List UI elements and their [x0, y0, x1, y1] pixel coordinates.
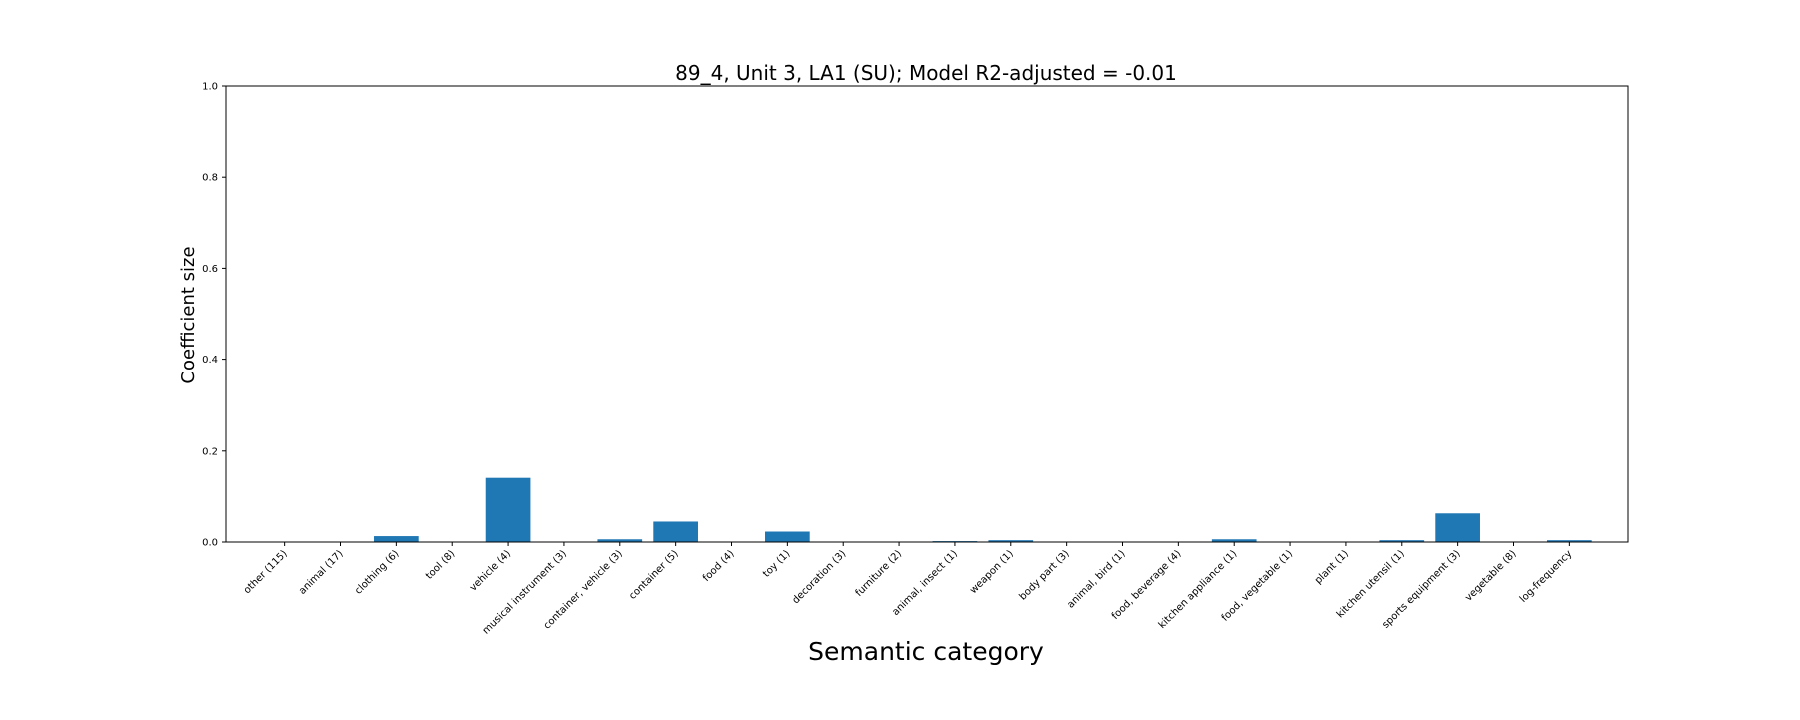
bar-20	[1379, 540, 1425, 542]
y-tick-label: 0.6	[202, 264, 218, 275]
y-tick-label: 0.2	[202, 446, 218, 457]
plot-area: 0.0 0.2 0.4 0.6 0.8 1.0 other (115) animal (17)…	[202, 82, 1629, 637]
x-tick-label: toy (1)	[761, 548, 792, 579]
x-tick-label: body part (3)	[1017, 548, 1071, 602]
bar-6	[597, 539, 643, 542]
y-tick-label: 0.4	[202, 355, 218, 366]
x-tick-label: furniture (2)	[854, 548, 905, 599]
x-tick-label: other (115)	[242, 548, 290, 596]
bar-9	[765, 531, 810, 542]
y-tick-label: 0.8	[202, 173, 218, 184]
x-tick-label: plant (1)	[1313, 548, 1351, 586]
x-tick-label: container (5)	[627, 548, 681, 602]
x-tick-label: decoration (3)	[790, 548, 848, 606]
x-tick-label: log-frequency	[1518, 548, 1575, 605]
x-tick-label: animal, bird (1)	[1065, 548, 1127, 610]
x-axis-label: Semantic category	[808, 637, 1044, 666]
x-tick-label: weapon (1)	[968, 548, 1016, 596]
chart-title: 89_4, Unit 3, LA1 (SU); Model R2-adjuste…	[675, 61, 1177, 85]
x-tick-label: vehicle (4)	[468, 548, 513, 593]
bar-21	[1435, 513, 1480, 542]
axes-frame	[225, 85, 1629, 543]
y-tick-label: 1.0	[202, 82, 218, 93]
x-tick-label: animal (17)	[297, 548, 346, 597]
y-tick-label: 0.0	[202, 538, 218, 549]
x-tick-label: vegetable (8)	[1463, 548, 1518, 603]
bar-4	[485, 477, 531, 542]
bar-23	[1547, 540, 1592, 542]
y-axis-label: Coefficient size	[178, 246, 199, 383]
x-tick-label: clothing (6)	[353, 548, 401, 596]
bar-7	[653, 521, 698, 542]
bar-17	[1211, 539, 1257, 542]
x-tick-label: food (4)	[701, 548, 737, 584]
bar-13	[988, 540, 1034, 542]
bar-2	[374, 536, 419, 542]
x-tick-label: tool (8)	[424, 548, 458, 582]
